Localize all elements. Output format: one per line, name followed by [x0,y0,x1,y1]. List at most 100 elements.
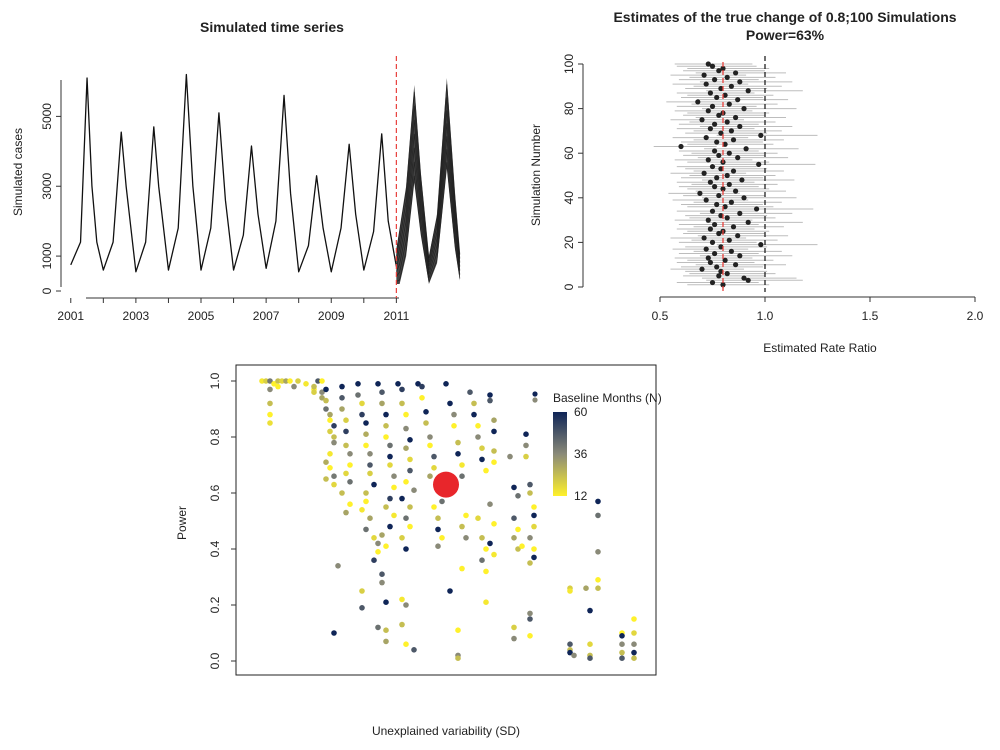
estimate-point [737,79,743,85]
power-point [379,532,385,538]
power-point [407,467,413,474]
estimate-point [756,161,762,167]
power-point [403,425,409,432]
ts-x-tick-label: 2009 [318,309,345,323]
power-point [491,417,497,424]
power-point [363,498,369,505]
power-point [483,467,489,474]
estimate-point [718,85,724,92]
power-point [587,655,593,661]
power-point [343,417,349,424]
power-point [355,392,361,398]
power-point [387,495,393,502]
estimate-point [733,70,739,76]
power-point [391,484,397,491]
estimate-point [695,99,701,105]
power-point [267,386,273,393]
estimate-point [726,150,732,156]
power-point [483,546,489,552]
forest-xlabel: Estimated Rate Ratio [763,341,877,355]
power-point [347,462,353,468]
power-point [399,535,405,541]
power-point [427,473,433,480]
power-point [363,420,369,426]
ts-y-tick-label: 0 [40,287,54,294]
power-point [523,442,529,449]
power-point [327,428,333,435]
power-point [531,512,537,519]
estimate-point [758,242,764,248]
power-point [303,381,309,387]
estimate-point [718,213,724,219]
estimate-point [735,155,741,161]
estimate-point [714,175,720,181]
estimate-point [703,134,709,141]
power-point [459,523,465,530]
power-point [319,395,325,401]
power-point [383,627,389,633]
pw-y-tick-label: 0.2 [208,596,222,613]
power-point [327,465,333,471]
estimate-point [730,168,737,174]
power-point [371,481,377,488]
power-point [407,523,413,530]
estimate-point [728,83,735,89]
timeseries-y-ticks: 0 1000 3000 5000 [40,103,61,294]
power-point [335,563,341,569]
estimate-point [712,221,718,228]
estimate-point [758,132,764,138]
estimate-point [714,201,720,208]
simulated-series-line [396,162,461,283]
estimate-point [739,177,745,183]
power-point [371,557,377,563]
power-point [523,431,529,438]
power-point [467,389,473,396]
power-point [359,400,365,407]
power-point [363,431,369,438]
estimate-point [724,215,730,221]
power-point [331,630,337,636]
estimate-point [735,97,741,103]
power-point [455,439,461,446]
power-point [515,546,521,552]
power-point [271,381,277,387]
estimate-point [730,137,737,143]
power-point [367,515,373,521]
power-point [439,535,445,541]
power-point [435,515,441,521]
estimate-point [701,72,707,78]
estimate-point [707,259,714,266]
power-point [431,504,437,510]
power-point [567,649,573,656]
power-point [587,641,593,647]
power-point [515,526,521,533]
power-point [511,535,517,541]
power-point [595,549,601,555]
power-point [343,442,349,449]
simulated-series-line [396,149,461,279]
power-point [383,411,389,418]
power-point [531,546,537,552]
estimate-point [709,279,716,286]
power-ylabel: Power [175,506,189,540]
estimate-point [737,253,743,259]
estimate-point [722,92,728,98]
power-point [631,616,637,622]
power-point [511,635,517,642]
power-point [387,453,393,460]
power-point [527,481,533,488]
power-point [411,487,417,494]
estimate-point [705,108,711,114]
estimate-point [737,210,743,217]
forest-x-ticks: 0.5 1.0 1.5 2.0 [652,297,984,323]
power-point [595,577,601,583]
power-point [475,515,481,521]
power-point [347,479,353,485]
estimate-point [699,117,705,123]
ts-x-tick-label: 2007 [253,309,280,323]
power-point [331,481,337,488]
estimate-point [733,262,739,268]
power-panel: Power Unexplained variability (SD) 0.00.… [175,364,662,738]
power-point [315,378,321,384]
